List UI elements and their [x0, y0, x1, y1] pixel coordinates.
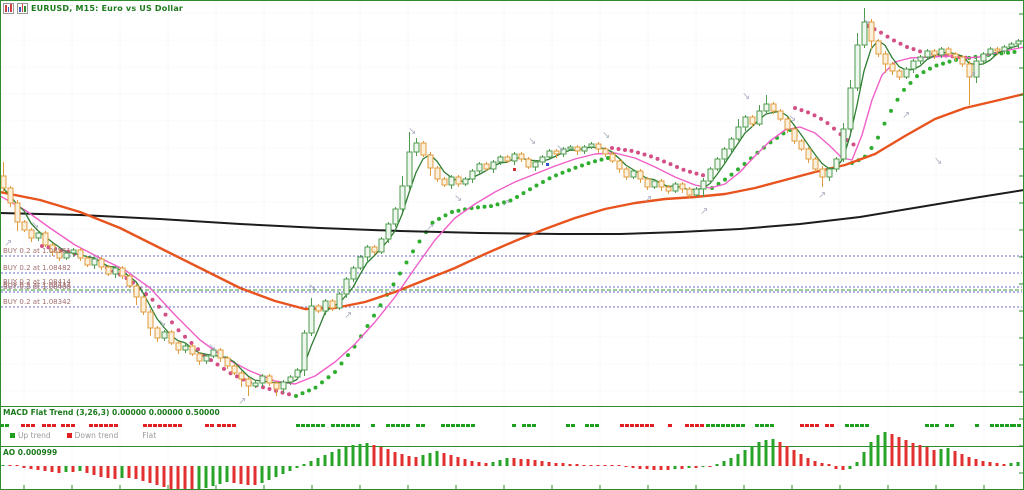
svg-text:↘: ↘: [556, 143, 564, 154]
svg-text:↗: ↗: [502, 198, 510, 209]
svg-text:↘: ↘: [934, 156, 942, 167]
svg-text:↘: ↘: [788, 113, 796, 124]
svg-text:↘: ↘: [602, 130, 610, 141]
svg-text:↗: ↗: [700, 206, 708, 217]
svg-text:↗: ↗: [238, 396, 246, 407]
svg-text:↗: ↗: [818, 190, 826, 201]
svg-text:↘: ↘: [308, 282, 316, 293]
svg-text:↘: ↘: [208, 342, 216, 353]
svg-text:↘: ↘: [158, 318, 166, 329]
svg-text:↗: ↗: [4, 238, 12, 249]
indicator-icon-1[interactable]: [3, 3, 14, 14]
svg-text:↘: ↘: [528, 136, 536, 147]
indicator-icon-2[interactable]: [17, 3, 28, 14]
chart-title: EURUSD, M15: Euro vs US Dollar: [31, 4, 184, 13]
svg-text:↘: ↘: [454, 193, 462, 204]
svg-text:↘: ↘: [31, 220, 39, 231]
svg-text:↗: ↗: [968, 70, 976, 81]
svg-text:↘: ↘: [91, 252, 99, 263]
svg-text:↘: ↘: [408, 126, 416, 137]
svg-text:↗: ↗: [426, 222, 434, 233]
svg-text:↘: ↘: [862, 16, 870, 27]
svg-text:↘: ↘: [742, 91, 750, 102]
chart-titlebar: EURUSD, M15: Euro vs US Dollar: [3, 3, 183, 14]
svg-text:↗: ↗: [902, 110, 910, 121]
svg-text:↗: ↗: [344, 310, 352, 321]
svg-text:↗: ↗: [644, 194, 652, 205]
